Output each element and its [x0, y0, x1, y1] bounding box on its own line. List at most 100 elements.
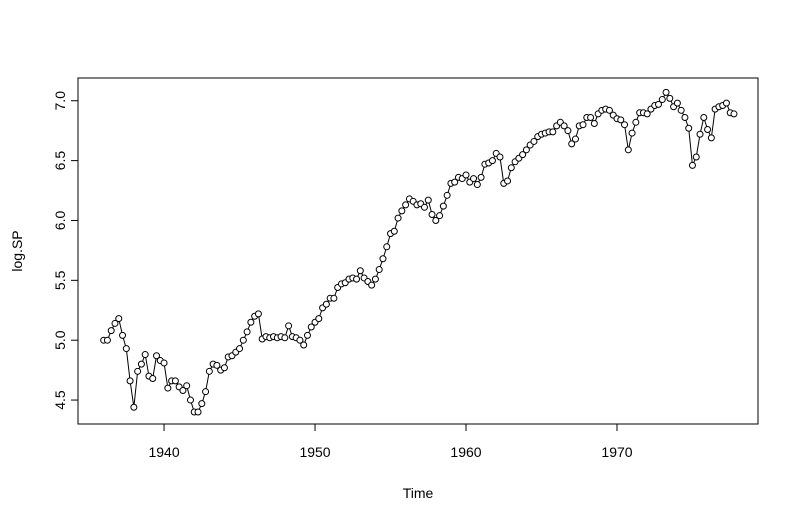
point: [103, 336, 111, 344]
point: [137, 360, 145, 368]
point: [519, 151, 527, 159]
point: [587, 114, 595, 122]
y-tick-label: 5.0: [52, 330, 68, 350]
x-tick-label: 1960: [450, 444, 481, 460]
point: [186, 396, 194, 404]
point: [730, 110, 738, 118]
point: [522, 146, 530, 154]
point: [704, 125, 712, 133]
point: [398, 207, 406, 215]
point: [122, 345, 130, 353]
point: [330, 294, 338, 302]
point: [134, 367, 142, 375]
point: [281, 334, 289, 342]
point: [111, 319, 119, 327]
point: [432, 216, 440, 224]
point: [303, 331, 311, 339]
y-tick-label: 6.5: [52, 151, 68, 171]
point: [126, 377, 134, 385]
point: [658, 96, 666, 104]
point: [488, 157, 496, 165]
point: [236, 345, 244, 353]
point: [549, 128, 557, 136]
point: [662, 88, 670, 96]
point: [239, 336, 247, 344]
point: [296, 336, 304, 344]
x-tick-label: 1970: [601, 444, 632, 460]
point: [130, 403, 138, 411]
point: [677, 106, 685, 114]
point: [383, 243, 391, 251]
point: [507, 164, 515, 172]
point: [368, 281, 376, 289]
point: [477, 173, 485, 181]
point: [153, 352, 161, 360]
point: [439, 202, 447, 210]
point: [379, 255, 387, 263]
point: [160, 359, 168, 367]
point: [655, 100, 663, 108]
point: [141, 351, 149, 359]
point: [356, 267, 364, 275]
x-tick-label: 1950: [299, 444, 330, 460]
point: [496, 153, 504, 161]
point: [322, 300, 330, 308]
point: [632, 118, 640, 126]
point: [307, 323, 315, 331]
point: [247, 318, 255, 326]
point: [420, 203, 428, 211]
point: [579, 121, 587, 129]
point: [390, 227, 398, 235]
point: [696, 130, 704, 138]
point: [353, 275, 361, 283]
x-tick-label: 1940: [148, 444, 179, 460]
point: [504, 177, 512, 185]
point: [530, 137, 538, 145]
plot-frame: [77, 77, 759, 425]
x-axis-label: Time: [403, 485, 434, 501]
point: [624, 146, 632, 154]
point: [149, 375, 157, 383]
point: [666, 94, 674, 102]
point: [443, 191, 451, 199]
series-line: [103, 91, 735, 413]
point: [722, 99, 730, 107]
point: [436, 212, 444, 220]
point: [371, 275, 379, 283]
point: [179, 386, 187, 394]
point: [424, 196, 432, 204]
y-axis-label: log.SP: [9, 230, 25, 271]
point: [568, 140, 576, 148]
point: [107, 327, 115, 335]
point: [115, 315, 123, 323]
point: [198, 400, 206, 408]
point: [470, 175, 478, 183]
point: [300, 341, 308, 349]
point: [451, 178, 459, 186]
point: [194, 408, 202, 416]
point: [428, 210, 436, 218]
point: [183, 382, 191, 390]
point: [315, 315, 323, 323]
point: [617, 116, 625, 124]
y-tick-label: 7.0: [52, 91, 68, 111]
point: [243, 328, 251, 336]
point: [685, 124, 693, 132]
point: [254, 310, 262, 318]
point: [394, 214, 402, 222]
point: [571, 135, 579, 143]
point: [688, 161, 696, 169]
point: [462, 171, 470, 179]
point: [473, 181, 481, 189]
point: [590, 119, 598, 127]
point: [628, 129, 636, 137]
y-tick-label: 5.5: [52, 270, 68, 290]
point: [681, 114, 689, 122]
point: [119, 331, 127, 339]
y-tick-label: 6.0: [52, 211, 68, 231]
point: [202, 388, 210, 396]
y-tick-label: 4.5: [52, 390, 68, 410]
point: [164, 384, 172, 392]
point: [205, 367, 213, 375]
point: [692, 153, 700, 161]
